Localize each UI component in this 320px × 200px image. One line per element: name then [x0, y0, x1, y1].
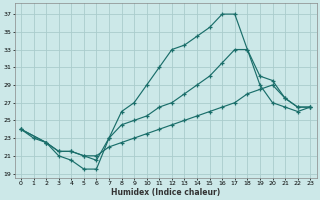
X-axis label: Humidex (Indice chaleur): Humidex (Indice chaleur): [111, 188, 220, 197]
